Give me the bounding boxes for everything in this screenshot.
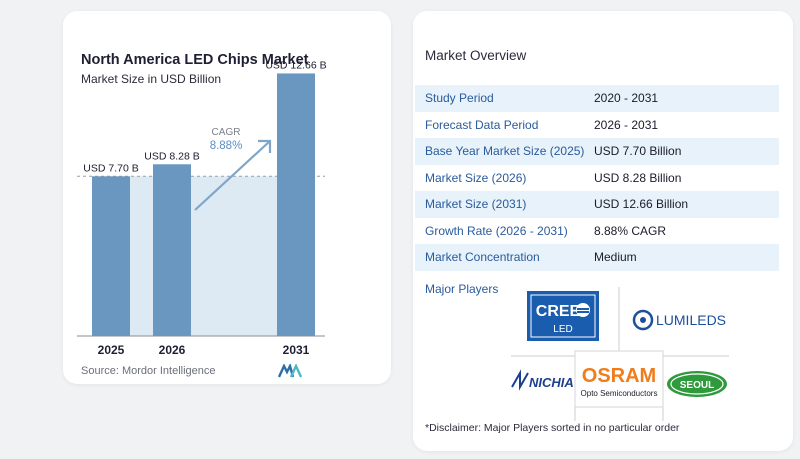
svg-text:Opto Semiconductors: Opto Semiconductors bbox=[581, 389, 658, 398]
x-tick-label: 2031 bbox=[283, 343, 310, 357]
row-label: Market Concentration bbox=[425, 250, 540, 265]
value-label: USD 8.28 B bbox=[144, 150, 199, 162]
svg-text:LUMILEDS: LUMILEDS bbox=[656, 312, 726, 328]
chart-subtitle: Market Size in USD Billion bbox=[81, 72, 222, 86]
bar-chart: USD 7.70 B USD 8.28 B USD 12.66 B 2025 2026… bbox=[77, 59, 327, 357]
value-label: USD 12.66 B bbox=[265, 59, 326, 71]
row-label: Market Size (2026) bbox=[425, 170, 527, 185]
row-value: 2020 - 2031 bbox=[594, 91, 659, 106]
disclaimer-text: *Disclaimer: Major Players sorted in no … bbox=[425, 422, 680, 434]
svg-text:NICHIA: NICHIA bbox=[529, 375, 574, 390]
cree-logo: CREE LED bbox=[527, 291, 599, 341]
row-value: 2026 - 2031 bbox=[594, 117, 659, 132]
row-value: USD 12.66 Billion bbox=[594, 197, 689, 212]
lumileds-logo: LUMILEDS bbox=[632, 309, 726, 331]
value-label: USD 7.70 B bbox=[83, 162, 138, 174]
bar-2031 bbox=[277, 73, 315, 336]
row-value: 8.88% CAGR bbox=[594, 223, 667, 238]
row-label: Market Size (2031) bbox=[425, 197, 527, 212]
table-row: Market Size (2031) USD 12.66 Billion bbox=[415, 191, 779, 218]
overview-table: Study Period 2020 - 2031 Forecast Data P… bbox=[415, 85, 779, 271]
row-label: Growth Rate (2026 - 2031) bbox=[425, 223, 568, 238]
row-value: USD 7.70 Billion bbox=[594, 144, 682, 159]
chart-title: North America LED Chips Market bbox=[81, 52, 309, 68]
cagr-value: 8.88% bbox=[210, 140, 243, 152]
row-value: Medium bbox=[594, 250, 637, 265]
row-label: Study Period bbox=[425, 91, 494, 106]
table-row: Market Concentration Medium bbox=[415, 244, 779, 271]
table-row: Market Size (2026) USD 8.28 Billion bbox=[415, 164, 779, 191]
seoul-logo: SEOUL bbox=[667, 371, 727, 397]
cagr-label: CAGR bbox=[212, 127, 241, 138]
x-tick-label: 2026 bbox=[159, 343, 186, 357]
overview-title: Market Overview bbox=[425, 48, 527, 63]
table-row: Forecast Data Period 2026 - 2031 bbox=[415, 111, 779, 138]
osram-logo: OSRAM Opto Semiconductors bbox=[574, 350, 664, 408]
market-overview-card: Market Overview Study Period 2020 - 2031… bbox=[413, 11, 793, 451]
shaded-region bbox=[130, 176, 277, 336]
row-value: USD 8.28 Billion bbox=[594, 170, 682, 185]
bar-2025 bbox=[92, 176, 130, 336]
chart-card: North America LED Chips Market Market Si… bbox=[63, 11, 391, 384]
svg-text:CREE: CREE bbox=[536, 303, 581, 320]
table-row: Base Year Market Size (2025) USD 7.70 Bi… bbox=[415, 138, 779, 165]
svg-text:LED: LED bbox=[553, 324, 572, 335]
source-text: Source: Mordor Intelligence bbox=[81, 365, 216, 377]
mordor-logo-icon bbox=[278, 364, 302, 378]
major-players-grid: CREE LED LUMILEDS NICHIA OSRAM Opto Semi… bbox=[511, 287, 729, 421]
svg-text:OSRAM: OSRAM bbox=[582, 365, 656, 387]
cagr-arrow bbox=[194, 140, 271, 211]
row-label: Base Year Market Size (2025) bbox=[425, 144, 585, 159]
x-tick-label: 2025 bbox=[98, 343, 125, 357]
cagr-arrow-head bbox=[258, 139, 272, 153]
bar-2026 bbox=[153, 164, 191, 336]
table-row: Study Period 2020 - 2031 bbox=[415, 85, 779, 112]
table-row: Growth Rate (2026 - 2031) 8.88% CAGR bbox=[415, 217, 779, 244]
major-players-label: Major Players bbox=[425, 282, 499, 296]
svg-text:SEOUL: SEOUL bbox=[680, 380, 714, 391]
nichia-logo: NICHIA bbox=[511, 369, 574, 391]
row-label: Forecast Data Period bbox=[425, 117, 539, 132]
